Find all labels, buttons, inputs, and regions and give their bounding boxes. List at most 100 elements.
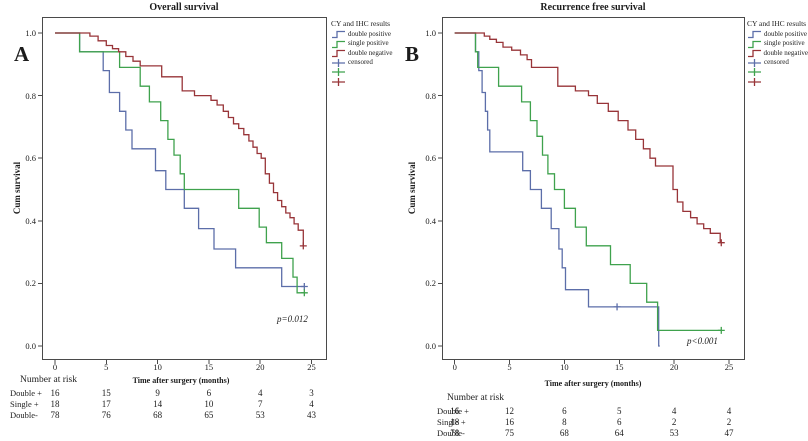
- legend-item: double positive: [331, 30, 407, 40]
- y-tick-label: 1.0: [25, 28, 36, 38]
- risk-row-label: Double-: [10, 410, 38, 420]
- x-tick-label: 25: [307, 362, 316, 372]
- legend-item-label: double negative: [348, 48, 393, 57]
- risk-table-heading: Number at risk: [20, 375, 77, 385]
- risk-count: 4: [309, 399, 314, 409]
- chart-title: Recurrence free survival: [540, 2, 646, 13]
- x-axis-label: Time after surgery (months): [132, 376, 230, 385]
- legend-item-label: single positive: [348, 39, 389, 48]
- risk-count: 6: [617, 417, 622, 427]
- risk-row-label: Single +: [10, 399, 39, 409]
- legend-item: [331, 68, 407, 78]
- risk-row-label: Single +: [437, 417, 466, 427]
- y-tick-label: 0.0: [25, 341, 36, 351]
- x-tick-label: 10: [560, 362, 569, 372]
- p-value: p=0.012: [277, 314, 308, 324]
- x-tick-label: 20: [255, 362, 265, 372]
- x-tick-label: 20: [669, 362, 679, 372]
- censored-plus-icon: [332, 58, 345, 67]
- risk-count: 4: [726, 406, 732, 416]
- risk-count: 7: [257, 399, 263, 409]
- plot-frame: [42, 17, 327, 360]
- y-axis-label: Cum survival: [12, 161, 22, 215]
- risk-count: 78: [450, 428, 460, 438]
- censor-mark: [300, 283, 308, 291]
- risk-table-heading: Number at risk: [447, 393, 504, 403]
- legend-item: single positive: [747, 39, 808, 49]
- y-tick-label: 0.6: [25, 153, 36, 164]
- legend-item: single positive: [331, 39, 407, 49]
- legend-item: double positive: [747, 30, 808, 40]
- censored-plus-icon: [748, 68, 761, 77]
- risk-count: 6: [562, 406, 567, 416]
- legend-item: [747, 68, 808, 78]
- plot-frame: [442, 17, 745, 360]
- y-tick-label: 1.0: [425, 28, 436, 38]
- risk-count: 17: [101, 399, 111, 409]
- legend: CY and IHC results double positive single …: [331, 20, 407, 87]
- x-tick-label: 5: [507, 362, 512, 372]
- step-line-icon: [332, 40, 345, 48]
- risk-count: 4: [257, 388, 263, 398]
- risk-count: 53: [255, 410, 265, 420]
- risk-row-label: Double +: [437, 406, 469, 416]
- x-tick-label: 0: [452, 362, 457, 372]
- legend-title: CY and IHC results: [331, 19, 391, 28]
- risk-count: 14: [153, 399, 163, 409]
- censored-plus-icon: [748, 58, 761, 67]
- x-tick-label: 15: [615, 362, 624, 372]
- survival-plot-A: [38, 17, 327, 364]
- censored-plus-icon: [332, 77, 345, 86]
- risk-count: 3: [309, 388, 314, 398]
- censor-mark: [300, 289, 308, 297]
- risk-count: 10: [204, 399, 214, 409]
- step-line-icon: [748, 50, 761, 58]
- censored-plus-icon: [748, 77, 761, 86]
- y-tick-label: 0.2: [25, 278, 36, 289]
- risk-count: 2: [671, 417, 677, 427]
- legend-item-label: double negative: [763, 48, 808, 57]
- risk-count: 78: [50, 410, 60, 420]
- km-curve-single-positive: [55, 32, 305, 294]
- panel-letter-A: A: [14, 42, 30, 66]
- x-tick-label: 25: [724, 362, 734, 372]
- legend-item: censored: [331, 58, 407, 68]
- risk-count: 16: [50, 388, 60, 398]
- x-tick-label: 10: [153, 362, 162, 372]
- legend-item: [747, 77, 808, 87]
- risk-count: 75: [505, 428, 515, 438]
- km-curve-double-positive: [454, 32, 660, 347]
- risk-row-label: Double +: [10, 388, 42, 398]
- step-line-icon: [748, 40, 761, 48]
- legend: CY and IHC results double positive single …: [747, 20, 808, 87]
- panel-letter-B: B: [405, 42, 420, 66]
- risk-count: 6: [206, 388, 212, 398]
- risk-count: 64: [614, 428, 624, 438]
- y-tick-label: 0.4: [25, 215, 36, 226]
- step-line-icon: [332, 50, 345, 58]
- y-axis-label: Cum survival: [407, 161, 417, 215]
- risk-count: 5: [617, 406, 622, 416]
- x-tick-label: 15: [204, 362, 214, 372]
- risk-count: 43: [307, 410, 316, 420]
- p-value: p<0.001: [687, 336, 718, 346]
- risk-count: 18: [50, 399, 60, 409]
- legend-item: double negative: [747, 49, 808, 59]
- step-line-icon: [332, 31, 345, 39]
- survival-plot-B: [438, 17, 745, 364]
- legend-item: [331, 77, 407, 87]
- y-tick-label: 0.8: [425, 90, 436, 101]
- risk-count: 9: [155, 388, 160, 398]
- risk-count: 47: [724, 428, 734, 438]
- risk-count: 2: [726, 417, 732, 427]
- legend-item-label: double positive: [764, 29, 807, 38]
- y-tick-label: 0.8: [25, 90, 36, 101]
- km-curve-double-negative: [55, 32, 304, 246]
- risk-row-label: Double-: [437, 428, 465, 438]
- censored-plus-icon: [332, 68, 345, 77]
- risk-count: 65: [204, 410, 214, 420]
- km-curve-single-positive: [454, 32, 722, 332]
- legend-item-label: censored: [348, 58, 373, 67]
- step-line-icon: [748, 31, 761, 39]
